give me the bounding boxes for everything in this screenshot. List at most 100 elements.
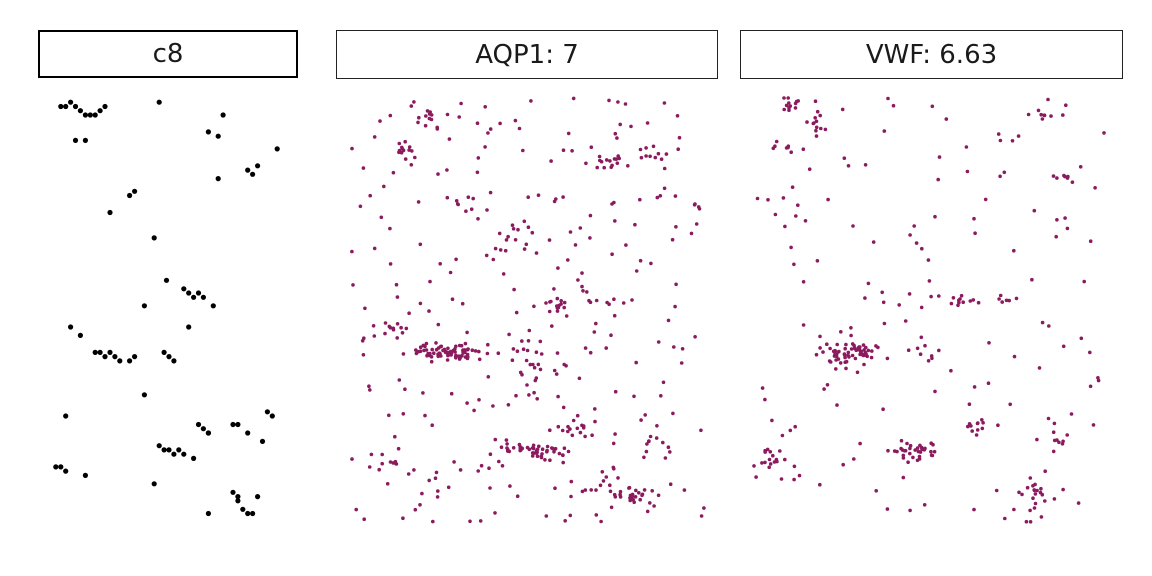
- data-point: [503, 248, 508, 253]
- data-point: [920, 447, 924, 452]
- data-point: [564, 364, 568, 368]
- data-point: [786, 96, 790, 100]
- data-point: [912, 224, 916, 228]
- data-point: [923, 446, 927, 451]
- data-point: [385, 482, 390, 486]
- data-point: [814, 119, 819, 124]
- data-point: [240, 506, 246, 512]
- data-point: [434, 470, 439, 475]
- data-point: [499, 445, 504, 450]
- data-point: [522, 219, 527, 224]
- data-point: [428, 351, 432, 356]
- data-point: [580, 423, 584, 428]
- data-point: [486, 375, 491, 379]
- data-point: [588, 350, 593, 355]
- data-point: [1052, 497, 1057, 501]
- data-point: [1096, 376, 1100, 380]
- data-point: [1033, 501, 1038, 506]
- data-point: [566, 429, 570, 434]
- data-point: [534, 350, 539, 355]
- data-point: [350, 457, 354, 461]
- data-point: [561, 405, 566, 410]
- data-point: [483, 105, 487, 109]
- data-point: [861, 343, 866, 347]
- data-point: [63, 103, 69, 110]
- data-point: [454, 257, 458, 262]
- data-point: [858, 441, 862, 446]
- data-point: [107, 349, 113, 355]
- data-point: [670, 237, 675, 242]
- data-point: [554, 197, 558, 201]
- data-point: [372, 246, 377, 251]
- data-point: [438, 352, 442, 356]
- data-point: [82, 112, 88, 118]
- data-point: [933, 214, 937, 219]
- data-point: [673, 194, 678, 198]
- data-point: [1000, 300, 1004, 304]
- data-point: [250, 171, 256, 177]
- data-point: [1060, 442, 1065, 446]
- data-point: [493, 246, 498, 251]
- data-point: [363, 306, 367, 311]
- data-point: [880, 290, 884, 295]
- data-point: [768, 462, 773, 466]
- data-point: [102, 354, 108, 360]
- data-point: [849, 326, 853, 330]
- scatter-panel-c8: [53, 99, 280, 517]
- data-point: [680, 347, 685, 351]
- data-point: [395, 336, 399, 340]
- data-point: [634, 488, 638, 493]
- data-point: [82, 472, 88, 478]
- data-point: [841, 462, 845, 467]
- data-point: [429, 355, 434, 359]
- data-point: [506, 403, 511, 407]
- data-point: [900, 448, 905, 452]
- data-point: [404, 326, 409, 331]
- data-point: [778, 449, 782, 453]
- data-point: [866, 348, 871, 353]
- data-point: [452, 460, 456, 464]
- data-point: [418, 349, 423, 354]
- data-point: [1035, 488, 1039, 493]
- data-point: [102, 103, 108, 110]
- data-point: [828, 360, 833, 364]
- data-point: [854, 348, 858, 353]
- data-point: [886, 96, 890, 101]
- data-point: [766, 198, 770, 202]
- data-point: [274, 146, 280, 152]
- data-point: [975, 428, 980, 432]
- data-point: [391, 326, 396, 331]
- data-point: [905, 441, 909, 446]
- data-point: [616, 154, 620, 158]
- data-point: [944, 117, 949, 121]
- data-point: [407, 145, 412, 149]
- data-point: [1028, 476, 1033, 480]
- data-point: [1032, 208, 1037, 213]
- data-point: [530, 230, 535, 235]
- data-point: [1065, 226, 1070, 231]
- data-point: [981, 421, 985, 425]
- data-point: [181, 286, 187, 292]
- data-point: [613, 389, 618, 394]
- data-point: [915, 458, 920, 463]
- data-point: [819, 126, 823, 131]
- data-point: [790, 185, 795, 189]
- data-point: [655, 424, 659, 428]
- data-point: [409, 104, 414, 108]
- data-point: [413, 155, 417, 160]
- data-point: [818, 482, 822, 487]
- data-point: [671, 411, 675, 416]
- data-point: [971, 298, 976, 302]
- data-point: [814, 125, 819, 130]
- data-point: [595, 165, 599, 170]
- data-point: [510, 223, 515, 227]
- data-point: [459, 101, 463, 106]
- data-point: [1043, 499, 1047, 503]
- data-point: [566, 131, 571, 136]
- data-point: [475, 170, 480, 175]
- data-point: [151, 235, 157, 241]
- data-point: [598, 158, 602, 163]
- data-point: [433, 476, 438, 481]
- data-point: [536, 193, 541, 197]
- data-point: [423, 344, 427, 349]
